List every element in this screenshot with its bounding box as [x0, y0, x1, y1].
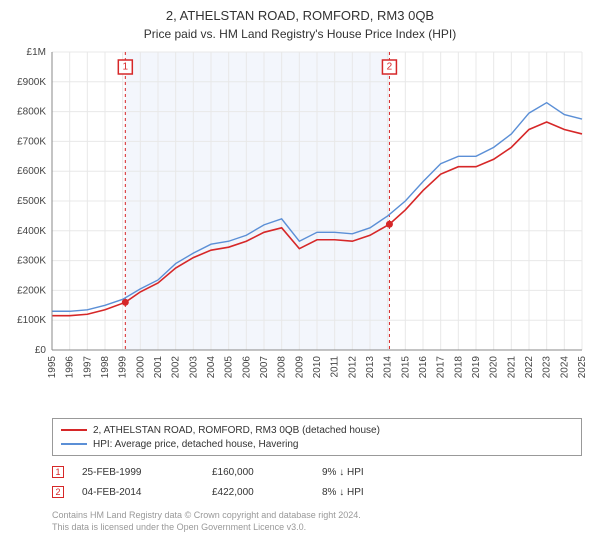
y-tick-label: £600K [17, 166, 46, 177]
sale-date: 04-FEB-2014 [82, 487, 212, 498]
x-tick-label: 2006 [241, 356, 252, 379]
legend-item: HPI: Average price, detached house, Have… [61, 437, 573, 451]
x-tick-label: 2020 [489, 356, 500, 379]
chart-title: 2, ATHELSTAN ROAD, ROMFORD, RM3 0QB [0, 0, 600, 23]
x-tick-label: 2002 [171, 356, 182, 379]
legend-label: HPI: Average price, detached house, Have… [93, 439, 299, 450]
x-tick-label: 2024 [559, 356, 570, 379]
chart-svg: £0£100K£200K£300K£400K£500K£600K£700K£80… [52, 52, 582, 382]
sale-dot [386, 221, 393, 228]
x-tick-label: 1998 [100, 356, 111, 379]
x-tick-label: 2013 [365, 356, 376, 379]
x-tick-label: 2008 [277, 356, 288, 379]
sale-hpi-diff: 8% ↓ HPI [322, 487, 422, 498]
legend-label: 2, ATHELSTAN ROAD, ROMFORD, RM3 0QB (det… [93, 425, 380, 436]
x-tick-label: 2007 [259, 356, 270, 379]
x-tick-label: 2025 [577, 356, 588, 379]
x-tick-label: 1997 [82, 356, 93, 379]
sale-price: £160,000 [212, 467, 322, 478]
y-tick-label: £300K [17, 256, 46, 267]
sale-row: 2 04-FEB-2014£422,0008% ↓ HPI [52, 482, 582, 502]
sale-price: £422,000 [212, 487, 322, 498]
x-tick-label: 2022 [524, 356, 535, 379]
x-tick-label: 2017 [436, 356, 447, 379]
y-tick-label: £700K [17, 136, 46, 147]
footer-attribution: Contains HM Land Registry data © Crown c… [52, 510, 582, 533]
chart-container: 2, ATHELSTAN ROAD, ROMFORD, RM3 0QB Pric… [0, 0, 600, 560]
x-tick-label: 1996 [65, 356, 76, 379]
y-tick-label: £800K [17, 107, 46, 118]
x-tick-label: 2012 [347, 356, 358, 379]
x-tick-label: 2000 [135, 356, 146, 379]
x-tick-label: 2015 [400, 356, 411, 379]
chart-subtitle: Price paid vs. HM Land Registry's House … [0, 23, 600, 49]
y-tick-label: £200K [17, 285, 46, 296]
x-tick-label: 2003 [188, 356, 199, 379]
y-tick-label: £400K [17, 226, 46, 237]
x-tick-label: 2011 [330, 356, 341, 378]
sale-row-marker: 2 [52, 486, 64, 498]
sale-marker-number: 1 [123, 62, 129, 73]
sale-row: 1 25-FEB-1999£160,0009% ↓ HPI [52, 462, 582, 482]
x-tick-label: 2009 [294, 356, 305, 379]
x-tick-label: 2010 [312, 356, 323, 379]
x-tick-label: 2023 [542, 356, 553, 379]
x-tick-label: 2004 [206, 356, 217, 379]
x-tick-label: 1995 [47, 356, 58, 379]
footer-line2: This data is licensed under the Open Gov… [52, 522, 582, 534]
sale-hpi-diff: 9% ↓ HPI [322, 467, 422, 478]
sale-date: 25-FEB-1999 [82, 467, 212, 478]
y-tick-label: £1M [27, 47, 46, 58]
x-tick-label: 1999 [118, 356, 129, 379]
y-tick-label: £0 [35, 345, 47, 356]
y-tick-label: £500K [17, 196, 46, 207]
x-tick-label: 2016 [418, 356, 429, 379]
legend-swatch [61, 429, 87, 431]
legend-item: 2, ATHELSTAN ROAD, ROMFORD, RM3 0QB (det… [61, 423, 573, 437]
sale-marker-number: 2 [387, 62, 393, 73]
legend-box: 2, ATHELSTAN ROAD, ROMFORD, RM3 0QB (det… [52, 418, 582, 456]
sales-table: 1 25-FEB-1999£160,0009% ↓ HPI 2 04-FEB-2014… [52, 462, 582, 502]
x-tick-label: 2021 [506, 356, 517, 379]
footer-line1: Contains HM Land Registry data © Crown c… [52, 510, 582, 522]
legend-swatch [61, 443, 87, 445]
x-tick-label: 2001 [153, 356, 164, 379]
sale-row-marker: 1 [52, 466, 64, 478]
x-tick-label: 2005 [224, 356, 235, 379]
y-tick-label: £900K [17, 77, 46, 88]
sale-dot [122, 299, 129, 306]
y-tick-label: £100K [17, 315, 46, 326]
x-tick-label: 2014 [383, 356, 394, 379]
x-tick-label: 2018 [453, 356, 464, 379]
x-tick-label: 2019 [471, 356, 482, 379]
